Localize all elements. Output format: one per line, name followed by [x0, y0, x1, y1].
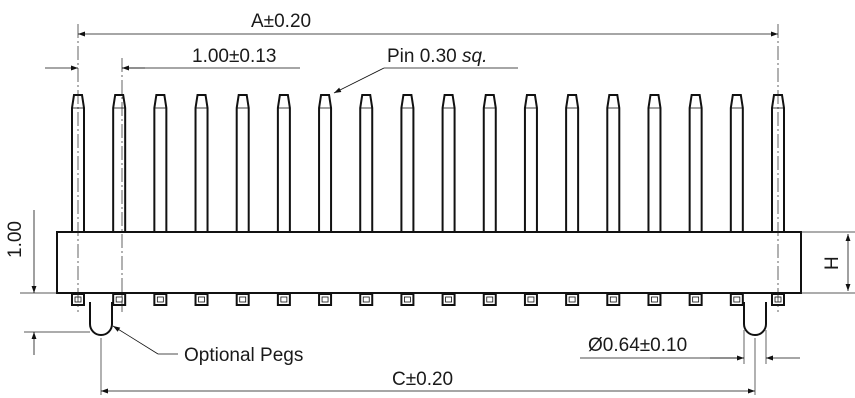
pin-footprint-inner: [692, 296, 700, 303]
pin-size-callout: Pin 0.30 sq.: [333, 46, 518, 94]
pin-footprint-inner: [115, 296, 123, 303]
dimension-height-left: 1.00: [5, 210, 90, 355]
dimension-peg-diameter: Ø0.64±0.10: [580, 335, 800, 361]
header-body: [56, 231, 802, 294]
pin-footprint: [318, 293, 333, 306]
dimension-a-label: A±0.20: [251, 11, 311, 32]
pin-footprint: [565, 293, 580, 306]
pin: [153, 94, 168, 232]
pins-group: [71, 94, 785, 232]
pin-footprint-inner: [156, 296, 164, 303]
pin: [276, 94, 291, 232]
pin-footprint: [359, 293, 374, 306]
pin-footprint-inner: [362, 296, 370, 303]
pin: [606, 94, 621, 232]
pin-footprint: [606, 293, 621, 306]
pin-footprint: [276, 293, 291, 306]
pin-size-label: Pin 0.30 sq.: [387, 46, 487, 67]
pin-footprint: [729, 293, 744, 306]
pin-footprint-inner: [733, 296, 741, 303]
pin-footprint: [482, 293, 497, 306]
dimension-height-left-label: 1.00: [5, 221, 26, 258]
pin-footprint: [523, 293, 538, 306]
pin: [400, 94, 415, 232]
pin-footprint: [688, 293, 703, 306]
pin: [235, 94, 250, 232]
pin-footprint-inner: [486, 296, 494, 303]
pin-footprint: [153, 293, 168, 306]
pin: [359, 94, 374, 232]
pin-footprints-group: [71, 293, 785, 306]
pin-footprint: [235, 293, 250, 306]
dimension-c-label: C±0.20: [392, 369, 453, 390]
optional-pegs-callout: Optional Pegs: [112, 325, 303, 366]
dimension-height-right-label: H: [822, 256, 843, 270]
peg-diameter-label: Ø0.64±0.10: [588, 335, 687, 356]
pin-footprint: [112, 293, 127, 306]
dimension-pitch-label: 1.00±0.13: [192, 46, 276, 67]
pin: [565, 94, 580, 232]
pin: [112, 94, 127, 232]
pin-footprint-inner: [651, 296, 658, 303]
pin-footprint-inner: [404, 296, 411, 303]
pin: [482, 94, 497, 232]
dimension-a: A±0.20: [78, 11, 778, 37]
pin-footprint-inner: [280, 296, 288, 303]
dimension-c: C±0.20: [101, 369, 755, 394]
pin-footprint: [647, 293, 662, 306]
pin: [523, 94, 538, 232]
pin: [729, 94, 744, 232]
dimension-height-right: H: [801, 231, 855, 294]
optional-pegs-label: Optional Pegs: [184, 345, 303, 366]
pin-footprint: [194, 293, 209, 306]
pin-footprint-inner: [239, 296, 247, 303]
pin-footprint-inner: [445, 296, 452, 303]
pin-footprint-inner: [568, 296, 576, 303]
pin-footprint-inner: [609, 296, 617, 303]
pin: [647, 94, 662, 232]
pin-footprint-inner: [321, 296, 329, 303]
pin-footprint-inner: [198, 296, 205, 303]
pin: [441, 94, 456, 232]
pin: [688, 94, 703, 232]
pin-footprint-inner: [527, 296, 535, 303]
pin: [194, 94, 209, 232]
pin-footprint: [400, 293, 415, 306]
peg-left: [89, 302, 113, 336]
dimension-pitch: 1.00±0.13: [45, 46, 300, 71]
peg-right: [743, 302, 767, 336]
pin: [318, 94, 333, 232]
pin-footprint: [441, 293, 456, 306]
